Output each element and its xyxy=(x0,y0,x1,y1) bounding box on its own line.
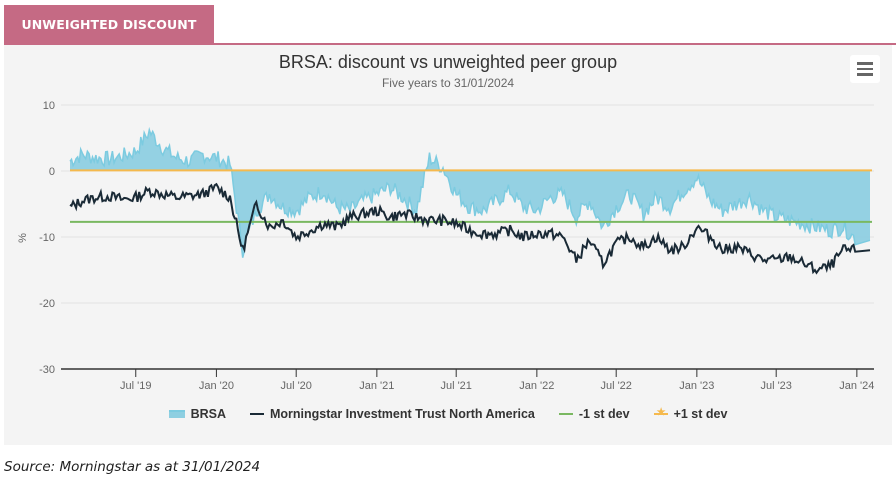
x-tick-label: Jul '21 xyxy=(440,380,471,392)
legend: BRSA Morningstar Investment Trust North … xyxy=(4,407,892,421)
legend-swatch-peer xyxy=(249,413,264,415)
chart-title: BRSA: discount vs unweighted peer group xyxy=(278,52,618,72)
legend-swatch-brsa xyxy=(168,410,185,418)
legend-label: BRSA xyxy=(190,407,226,421)
legend-item-plus-sd[interactable]: ★ +1 st dev xyxy=(653,407,728,421)
x-tick-label: Jul '20 xyxy=(280,380,311,392)
y-tick-label: -30 xyxy=(39,364,55,376)
chart-subtitle: Five years to 31/01/2024 xyxy=(381,76,515,90)
x-tick-label: Jan '22 xyxy=(519,380,554,392)
hamburger-menu-icon xyxy=(857,62,873,65)
y-tick-label: 0 xyxy=(49,166,55,178)
legend-label: -1 st dev xyxy=(578,407,630,421)
chart-svg: 10 0 -10 -20 -30 Jul '19 Jan '20 Jul '20 Jan '2… xyxy=(17,100,874,392)
y-axis: 10 0 -10 -20 -30 xyxy=(39,100,55,376)
legend-item-brsa[interactable]: BRSA xyxy=(168,407,226,421)
legend-label: Morningstar Investment Trust North Ameri… xyxy=(269,407,535,421)
x-tick-label: Jul '23 xyxy=(760,380,791,392)
legend-item-minus-sd[interactable]: -1 st dev xyxy=(558,407,630,421)
x-tick-label: Jul '22 xyxy=(600,380,631,392)
tab-unweighted-discount[interactable]: UNWEIGHTED DISCOUNT xyxy=(4,5,214,43)
chart-panel: 10 0 -10 -20 -30 Jul '19 Jan '20 Jul '20 Jan '2… xyxy=(4,45,892,445)
source-note: Source: Morningstar as at 31/01/2024 xyxy=(4,459,261,475)
y-tick-label: -20 xyxy=(39,298,55,310)
x-tick-label: Jan '21 xyxy=(359,380,394,392)
x-tick-label: Jan '24 xyxy=(839,380,874,392)
x-tick-label: Jul '19 xyxy=(120,380,151,392)
y-tick-label: 10 xyxy=(43,100,55,112)
x-tick-label: Jan '20 xyxy=(199,380,234,392)
plot-series xyxy=(69,126,872,275)
legend-item-peer[interactable]: Morningstar Investment Trust North Ameri… xyxy=(249,407,535,421)
legend-swatch-minus-sd xyxy=(558,413,573,415)
x-tick-label: Jan '23 xyxy=(679,380,714,392)
y-axis-label: % xyxy=(17,233,29,243)
chart-menu-button[interactable] xyxy=(850,55,880,83)
brsa-area xyxy=(70,129,870,258)
tab-underline xyxy=(4,43,896,45)
peer-group-line xyxy=(69,182,871,275)
x-axis: Jul '19 Jan '20 Jul '20 Jan '21 Jul '21 Jan '… xyxy=(61,368,874,392)
brsa-line xyxy=(69,126,871,258)
legend-swatch-plus-sd: ★ xyxy=(653,408,668,418)
y-tick-label: -10 xyxy=(39,232,55,244)
star-marker-icon: ★ xyxy=(656,407,666,418)
legend-label: +1 st dev xyxy=(673,407,728,421)
